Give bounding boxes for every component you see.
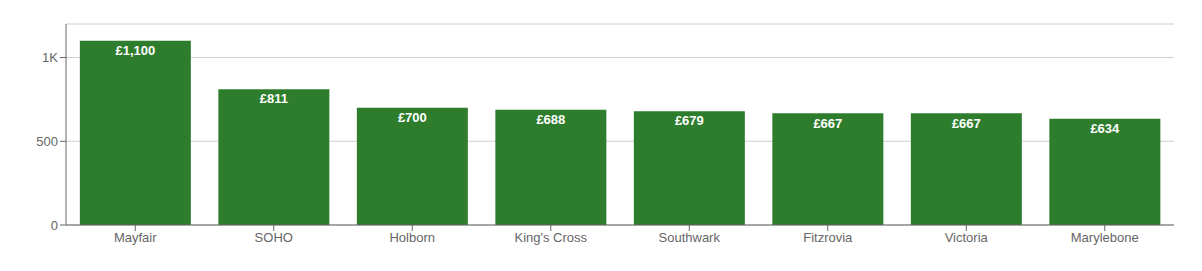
svg-text:Fitzrovia: Fitzrovia xyxy=(803,230,853,245)
svg-text:£667: £667 xyxy=(952,116,981,131)
svg-text:1K: 1K xyxy=(42,50,58,65)
svg-text:Marylebone: Marylebone xyxy=(1071,230,1139,245)
svg-text:Mayfair: Mayfair xyxy=(114,230,157,245)
svg-text:£679: £679 xyxy=(675,113,704,128)
svg-text:SOHO: SOHO xyxy=(255,230,293,245)
svg-text:£634: £634 xyxy=(1090,121,1120,136)
svg-text:Holborn: Holborn xyxy=(389,230,435,245)
svg-text:£811: £811 xyxy=(260,91,288,106)
svg-text:£688: £688 xyxy=(536,112,565,127)
svg-text:£667: £667 xyxy=(813,116,842,131)
svg-text:Victoria: Victoria xyxy=(945,230,989,245)
svg-text:Southwark: Southwark xyxy=(659,230,721,245)
svg-text:£700: £700 xyxy=(398,110,427,125)
svg-text:500: 500 xyxy=(36,134,58,149)
svg-text:King's Cross: King's Cross xyxy=(514,230,587,245)
svg-text:0: 0 xyxy=(51,218,58,233)
svg-text:£1,100: £1,100 xyxy=(115,43,155,58)
